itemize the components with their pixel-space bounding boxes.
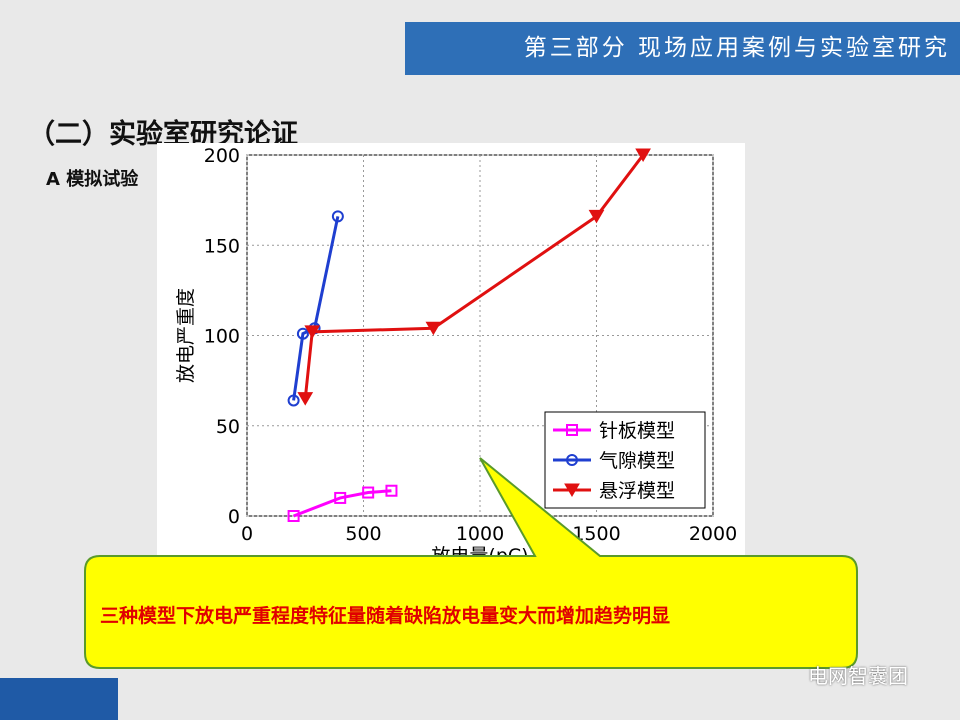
x-tick-label: 1000 xyxy=(456,523,504,545)
marker xyxy=(334,491,347,504)
marker xyxy=(425,321,442,336)
marker xyxy=(566,454,578,466)
y-tick-label: 150 xyxy=(204,235,240,257)
y-tick-label: 200 xyxy=(204,145,240,167)
marker xyxy=(297,392,314,406)
marker xyxy=(385,484,398,497)
series-line xyxy=(293,489,392,518)
legend-label: 气隙模型 xyxy=(599,450,675,472)
header-bar xyxy=(405,22,960,75)
x-tick-label: 0 xyxy=(241,523,253,545)
watermark: 电网智囊团 xyxy=(808,664,908,688)
y-tick-label: 100 xyxy=(204,326,240,348)
y-axis-label: 放电严重度 xyxy=(175,288,197,383)
marker xyxy=(588,209,605,224)
y-tick-label: 0 xyxy=(228,506,240,528)
marker xyxy=(362,486,375,499)
marker xyxy=(287,510,300,522)
legend-label: 针板模型 xyxy=(599,420,675,442)
marker xyxy=(331,210,344,223)
legend-label: 悬浮模型 xyxy=(599,480,675,502)
x-tick-label: 1500 xyxy=(572,523,620,545)
marker xyxy=(566,424,578,436)
callout-text: 三种模型下放电严重程度特征量随着缺陷放电量变大而增加趋势明显 xyxy=(100,604,670,627)
corner-block xyxy=(0,678,118,720)
y-tick-label: 50 xyxy=(216,416,240,438)
x-tick-label: 2000 xyxy=(689,523,737,545)
marker xyxy=(287,394,300,407)
header-text: 第三部分 现场应用案例与实验室研究 xyxy=(523,35,950,61)
marker xyxy=(564,483,580,497)
x-tick-label: 500 xyxy=(345,523,381,545)
marker xyxy=(304,325,321,339)
marker xyxy=(635,148,651,162)
marker xyxy=(296,327,309,340)
subsection: A 模拟试验 xyxy=(46,169,139,190)
callout xyxy=(84,457,858,669)
